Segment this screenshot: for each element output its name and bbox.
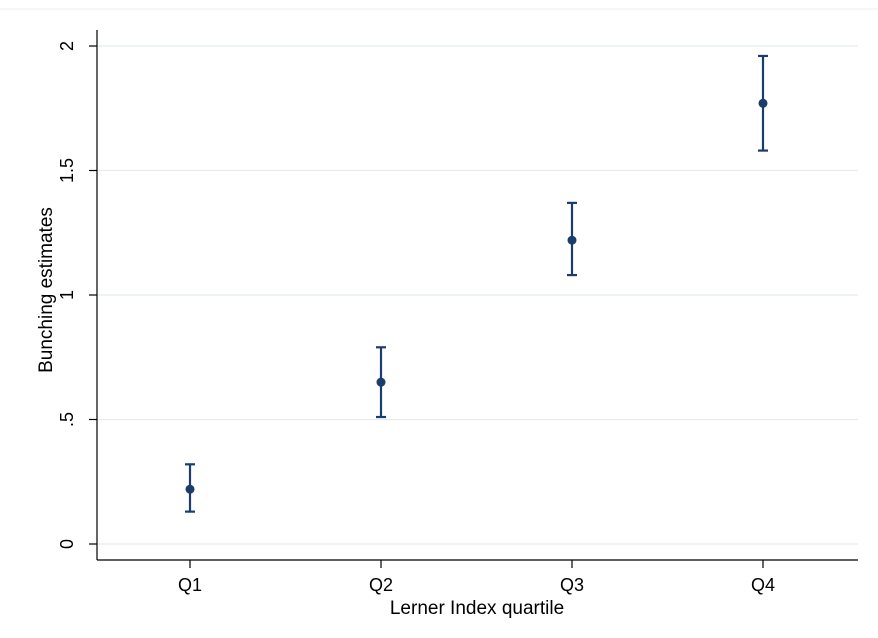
grid-lines: [98, 45, 858, 545]
y-tick-label: 0: [57, 539, 77, 549]
y-tick-label: .5: [57, 412, 77, 427]
data-point: [185, 484, 195, 494]
x-axis-title: Lerner Index quartile: [390, 598, 564, 619]
x-tick-label: Q2: [369, 575, 393, 595]
x-tick-label: Q4: [751, 575, 775, 595]
y-tick-label: 1: [57, 290, 77, 300]
error-bars: [185, 54, 768, 513]
x-tick-label: Q3: [560, 575, 584, 595]
data-point: [758, 98, 768, 108]
data-point: [567, 235, 577, 245]
y-axis-ticks: 0 .5 1 1.5 2: [57, 41, 97, 549]
data-point: [376, 377, 386, 387]
y-tick-label: 2: [57, 41, 77, 51]
y-tick-label: 1.5: [57, 158, 77, 183]
x-tick-label: Q1: [178, 575, 202, 595]
y-axis-title: Bunching estimates: [36, 207, 57, 373]
data-points: [185, 98, 768, 494]
x-axis-ticks: Q1 Q2 Q3 Q4: [178, 560, 775, 595]
